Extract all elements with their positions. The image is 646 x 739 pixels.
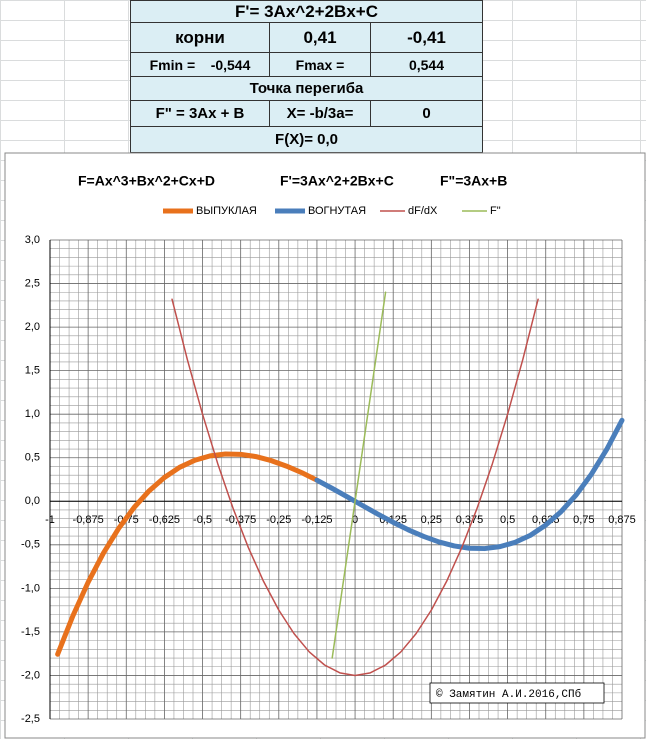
cell: корни — [130, 22, 270, 53]
cell-text: Fmin = — [149, 56, 196, 73]
y-tick-label: -0,5 — [21, 539, 40, 551]
cell: -0,41 — [370, 22, 483, 53]
x-tick-label: -0,375 — [225, 514, 256, 526]
y-tick-label: 2,5 — [25, 277, 40, 289]
cell: Точка перегиба — [130, 76, 483, 101]
series-line — [55, 451, 320, 657]
y-tick-label: 1,5 — [25, 365, 40, 377]
cell: F(X)= 0,0 — [130, 126, 483, 153]
legend-label: F" — [490, 205, 501, 217]
x-tick-label: -0,25 — [266, 514, 291, 526]
cell: 0,41 — [269, 22, 371, 53]
chart-title: F"=3Ax+B — [440, 173, 507, 189]
annotation: © Замятин А.И.2016,СПб — [436, 688, 581, 701]
y-tick-label: -1,5 — [21, 626, 40, 638]
legend-label: ВЫПУКЛАЯ — [196, 205, 257, 217]
info-table: F'= 3Ax^2+2Bx+C корни 0,41 -0,41 Fmin = -0… — [130, 0, 483, 153]
y-tick-label: -2,5 — [21, 713, 40, 725]
grid — [49, 239, 623, 720]
x-tick-label: 0,25 — [421, 514, 442, 526]
y-tick-label: 2,0 — [25, 321, 40, 333]
y-tick-label: 0,5 — [25, 452, 40, 464]
series-line — [331, 291, 387, 659]
x-tick-label: 0 — [352, 514, 358, 526]
x-tick-label: -0,5 — [193, 514, 212, 526]
y-tick-label: 1,0 — [25, 408, 40, 420]
cell: 0,544 — [370, 52, 483, 77]
annotation-box — [429, 682, 605, 704]
series-line — [314, 417, 625, 552]
y-tick-label: -1,0 — [21, 582, 40, 594]
y-tick-label: 3,0 — [25, 234, 40, 246]
x-tick-label: 0,75 — [573, 514, 594, 526]
chart-title: F=Ax^3+Bx^2+Cx+D — [78, 173, 215, 189]
y-tick-label: -2,0 — [21, 669, 40, 681]
x-tick-label: -0,625 — [149, 514, 180, 526]
x-tick-label: 0,5 — [500, 514, 515, 526]
x-tick-label: -0,875 — [73, 514, 104, 526]
cell: Fmax = — [269, 52, 371, 77]
x-tick-label: 0,375 — [456, 514, 484, 526]
series-line — [171, 298, 539, 677]
y-tick-label: 0,0 — [25, 495, 40, 507]
x-tick-label: -0,125 — [301, 514, 332, 526]
x-tick-label: 0,875 — [608, 514, 636, 526]
legend-label: ВОГНУТАЯ — [308, 205, 366, 217]
cell: X= -b/3a= — [269, 100, 371, 127]
chart-title: F'=3Ax^2+2Bx+C — [280, 173, 394, 189]
chart-area — [4, 152, 646, 739]
cell-text: -0,544 — [210, 56, 251, 73]
legend-label: dF/dX — [408, 205, 438, 217]
